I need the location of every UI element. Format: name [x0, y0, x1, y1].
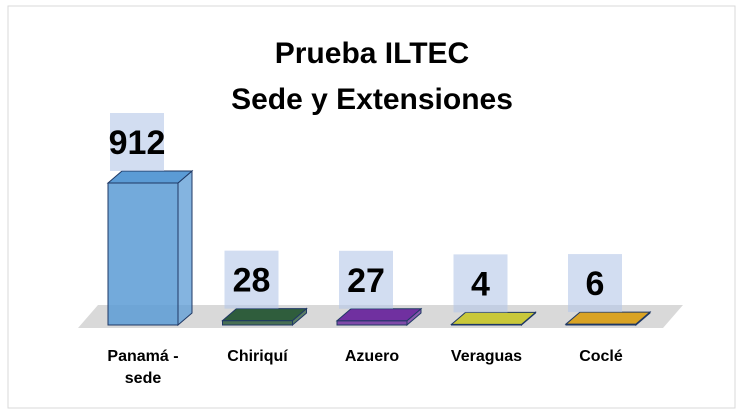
value-label: 28	[233, 262, 271, 300]
bar	[107, 182, 179, 326]
bar-top	[450, 311, 537, 325]
chart-title: Prueba ILTEC	[275, 37, 469, 70]
value-label-box	[110, 113, 164, 171]
value-label-box	[224, 250, 279, 309]
value-label-box	[339, 250, 393, 309]
x-tick-label: Veraguas	[450, 348, 523, 365]
x-tick-label: Azuero	[344, 348, 400, 365]
bar-top	[335, 308, 423, 322]
bar-top	[106, 170, 194, 184]
value-label-box	[568, 254, 622, 313]
value-label: 6	[586, 265, 605, 303]
bar-top	[221, 308, 308, 322]
bar	[222, 320, 293, 326]
bar-side	[177, 169, 193, 327]
value-label: 912	[109, 124, 166, 162]
value-label-box	[453, 254, 508, 313]
x-tick-label: Chiriquí	[227, 348, 288, 365]
chart-title: Sede y Extensiones	[231, 83, 513, 116]
x-tick-label: Panamá - sede	[107, 348, 179, 387]
value-label: 27	[347, 262, 385, 300]
bar	[336, 320, 408, 326]
bar-top	[564, 311, 652, 325]
x-tick-label: Coclé	[579, 348, 623, 365]
value-label: 4	[471, 265, 490, 303]
